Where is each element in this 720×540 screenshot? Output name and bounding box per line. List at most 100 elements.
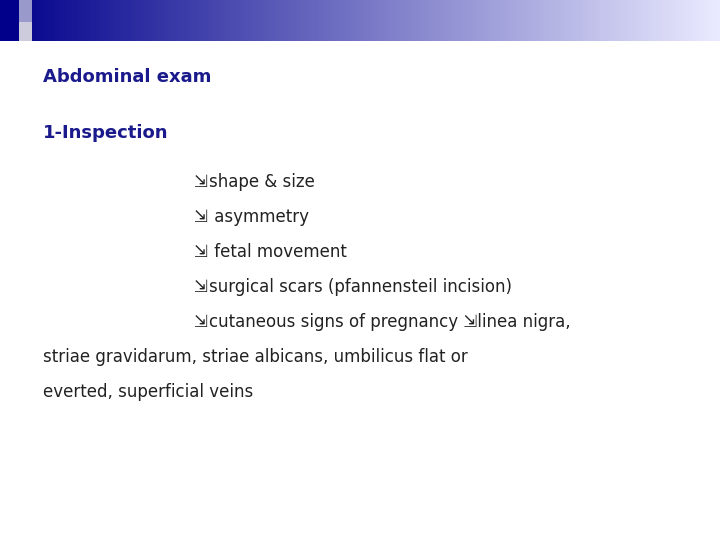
Bar [698, 0, 701, 40]
Bar [305, 0, 307, 40]
Bar [516, 0, 518, 40]
Bar [38, 0, 41, 40]
Bar [161, 0, 163, 40]
Bar [718, 0, 720, 40]
Bar [523, 0, 526, 40]
Bar [389, 0, 391, 40]
Bar [288, 0, 290, 40]
Bar [657, 0, 660, 40]
Bar [266, 0, 269, 40]
Bar [480, 0, 482, 40]
Bar [585, 0, 588, 40]
Text: ⇲: ⇲ [194, 313, 208, 331]
Bar [559, 0, 562, 40]
Bar [535, 0, 538, 40]
Bar [509, 0, 511, 40]
Bar [218, 0, 221, 40]
Bar [135, 0, 137, 40]
Bar [703, 0, 706, 40]
Bar [576, 0, 578, 40]
Bar [545, 0, 547, 40]
Bar [204, 0, 207, 40]
Bar [382, 0, 384, 40]
Bar [413, 0, 415, 40]
Bar [53, 0, 55, 40]
Bar [360, 0, 362, 40]
Bar [564, 0, 567, 40]
Bar [423, 0, 425, 40]
Text: everted, superficial veins: everted, superficial veins [43, 383, 253, 401]
Bar [365, 0, 367, 40]
Bar [511, 0, 513, 40]
Bar [631, 0, 634, 40]
Bar [394, 0, 396, 40]
Bar [338, 0, 341, 40]
Bar [549, 0, 552, 40]
Bar [353, 0, 355, 40]
Bar [528, 0, 531, 40]
Bar [63, 0, 65, 40]
Bar [583, 0, 585, 40]
Bar [5, 0, 7, 40]
Bar [454, 0, 456, 40]
Bar [12, 0, 14, 40]
Text: ⇲: ⇲ [194, 208, 208, 226]
Bar [302, 0, 305, 40]
Bar [187, 0, 189, 40]
Bar [67, 0, 70, 40]
Bar [125, 0, 127, 40]
Bar [639, 0, 641, 40]
Bar [269, 0, 271, 40]
Bar [153, 0, 156, 40]
Bar [34, 0, 36, 40]
Bar [94, 0, 96, 40]
Bar [178, 0, 180, 40]
Bar [677, 0, 679, 40]
Bar [223, 0, 225, 40]
Bar [130, 0, 132, 40]
Bar [595, 0, 598, 40]
Bar [655, 0, 657, 40]
Bar [214, 0, 216, 40]
Bar [603, 0, 605, 40]
Bar [211, 0, 214, 40]
Bar [108, 0, 110, 40]
Bar [653, 0, 655, 40]
Bar [711, 0, 713, 40]
Bar [240, 0, 243, 40]
Bar [295, 0, 297, 40]
Bar [151, 0, 153, 40]
Bar [612, 0, 614, 40]
Bar [297, 0, 300, 40]
Bar [629, 0, 631, 40]
Bar [322, 0, 324, 40]
Bar [358, 0, 360, 40]
Bar [444, 0, 446, 40]
Bar [43, 0, 45, 40]
Bar [0, 0, 2, 40]
Bar [588, 0, 590, 40]
Bar [77, 0, 79, 40]
Bar [29, 0, 31, 40]
Bar [713, 0, 715, 40]
Bar [607, 0, 610, 40]
Bar [590, 0, 593, 40]
Bar [89, 0, 91, 40]
Bar [65, 0, 67, 40]
Bar [324, 0, 326, 40]
Bar [259, 0, 261, 40]
Bar [506, 0, 509, 40]
Bar [207, 0, 209, 40]
Bar [401, 0, 403, 40]
Bar [384, 0, 387, 40]
Text: ⇲: ⇲ [194, 243, 208, 261]
Bar [533, 0, 535, 40]
Bar [182, 0, 185, 40]
Bar [540, 0, 542, 40]
Bar [504, 0, 506, 40]
Bar [0, 18, 30, 40]
Bar [137, 0, 139, 40]
Bar [166, 0, 168, 40]
Bar [377, 0, 379, 40]
Bar [127, 0, 130, 40]
